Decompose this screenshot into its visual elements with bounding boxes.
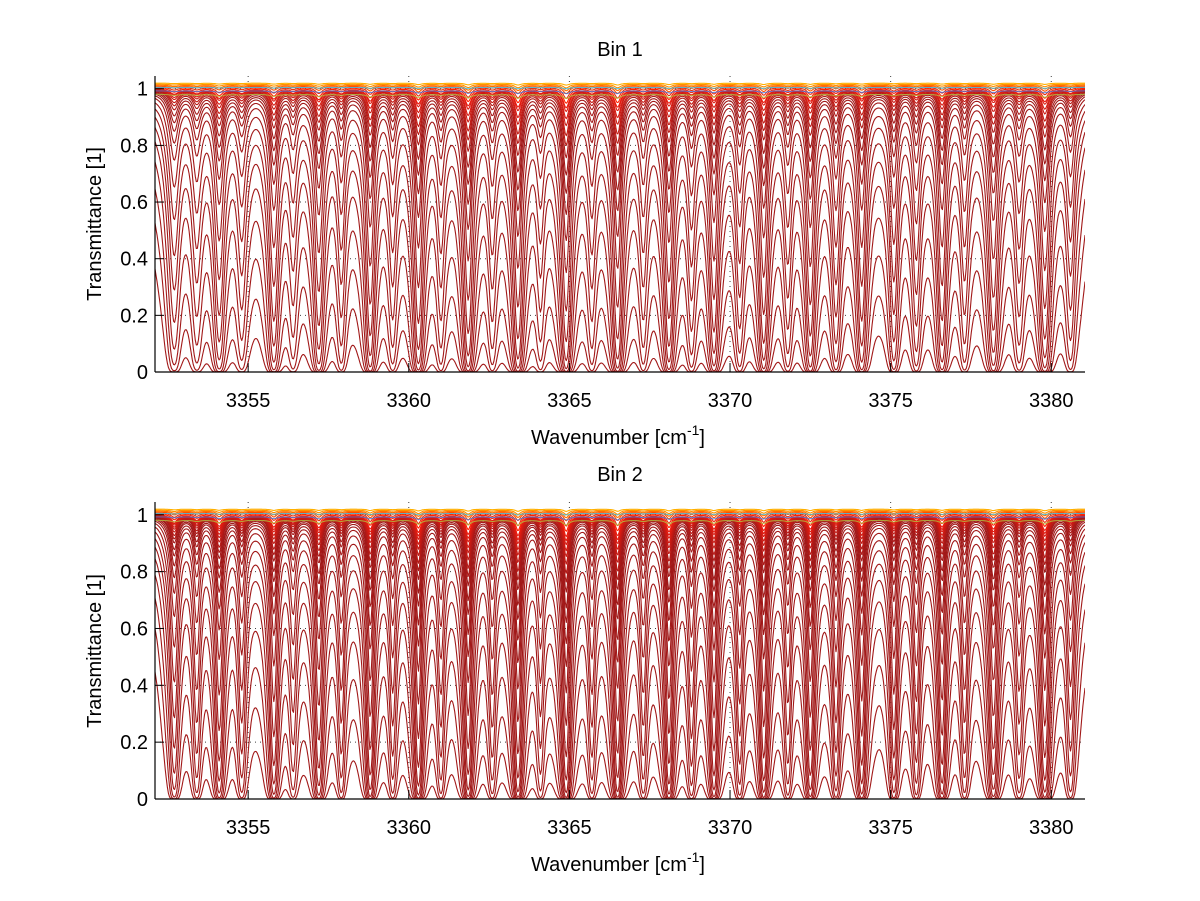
tick-labels: 3355 3360 3365 3370 3375 3380 0 0.2 0.4 0.6 0.8 1	[120, 505, 1073, 839]
y-tick-label: 1	[137, 79, 148, 101]
series-line-16	[155, 516, 1085, 609]
series-line-17	[155, 95, 1085, 242]
x-axis-label-main: Wavenumber [cm	[531, 854, 687, 876]
x-tick-label: 3355	[226, 390, 271, 412]
series-line-19	[155, 102, 1085, 312]
x-tick-label: 3370	[708, 390, 753, 412]
y-tick-label: 0.2	[120, 732, 148, 754]
series-line-20	[155, 108, 1085, 343]
series-line-6	[155, 87, 1085, 104]
y-tick-label: 0.6	[120, 192, 148, 214]
x-tick-label: 3360	[387, 817, 432, 839]
x-axis-label: Wavenumber [cm-1]	[531, 849, 705, 876]
series-line-22	[155, 526, 1085, 758]
y-tick-label: 0	[137, 362, 148, 384]
series-line-18	[155, 518, 1085, 645]
axes-bin-2: Bin 2 3355 3360 3365 3370 3375 3380 0 0.2 0.4 0.6…	[84, 464, 1085, 876]
x-tick-label: 3360	[387, 390, 432, 412]
y-tick-label: 0	[137, 789, 148, 811]
series-line-2	[155, 509, 1085, 516]
tick-labels: 3355 3360 3365 3370 3375 3380 0 0.2 0.4 0.6 0.8 1	[120, 79, 1073, 412]
y-tick-label: 1	[137, 505, 148, 527]
y-tick-label: 0.2	[120, 305, 148, 327]
series-line-25	[155, 546, 1085, 799]
series-group	[155, 508, 1085, 799]
x-axis-label-superscript: -1	[687, 422, 700, 438]
x-tick-label: 3365	[547, 817, 592, 839]
series-line-18	[155, 97, 1085, 274]
chart-title: Bin 1	[597, 39, 643, 61]
x-axis-label-main: Wavenumber [cm	[531, 427, 687, 449]
series-line-27	[155, 268, 1085, 372]
series-accent-line	[155, 86, 1085, 90]
series-line-10	[155, 89, 1085, 127]
series-line-28	[155, 597, 1085, 799]
series-line-23	[155, 531, 1085, 781]
x-tick-label: 3355	[226, 817, 271, 839]
series-accent-line	[155, 512, 1085, 516]
series-line-16	[155, 93, 1085, 215]
x-axis-label: Wavenumber [cm-1]	[531, 422, 705, 449]
series-line-20	[155, 520, 1085, 694]
x-tick-label: 3380	[1029, 390, 1074, 412]
series-line-15	[155, 92, 1085, 194]
series-line-6	[155, 513, 1085, 532]
series-line-1	[155, 508, 1085, 512]
y-tick-label: 0.4	[120, 675, 148, 697]
series-line-26	[155, 222, 1085, 372]
y-axis-label: Transmittance [1]	[84, 147, 106, 301]
x-axis-label-suffix: ]	[699, 854, 705, 876]
series-group	[155, 82, 1085, 372]
y-axis-label: Transmittance [1]	[84, 574, 106, 728]
x-tick-label: 3380	[1029, 817, 1074, 839]
x-tick-label: 3375	[868, 817, 913, 839]
ticks	[154, 76, 1085, 373]
x-tick-label: 3375	[868, 390, 913, 412]
series-line-19	[155, 519, 1085, 667]
x-axis-label-superscript: -1	[687, 849, 700, 865]
series-line-2	[155, 83, 1085, 89]
x-tick-label: 3370	[708, 817, 753, 839]
y-tick-label: 0.4	[120, 249, 148, 271]
x-tick-label: 3365	[547, 390, 592, 412]
y-tick-label: 0.8	[120, 562, 148, 584]
series-line-21	[155, 116, 1085, 362]
series-accent-line	[155, 516, 1085, 521]
series-line-3	[155, 510, 1085, 519]
chart-title: Bin 2	[597, 464, 643, 486]
series-accent-line	[155, 90, 1085, 95]
y-tick-label: 0.8	[120, 135, 148, 157]
series-line-14	[155, 91, 1085, 176]
axes-bin-1: Bin 1 3355 3360 3365 3370 3375 3380 0 0.2 0.4 0.6…	[84, 39, 1085, 449]
series-line-11	[155, 89, 1085, 137]
series-accent-line	[155, 519, 1085, 526]
series-line-23	[155, 141, 1085, 372]
series-line-13	[155, 515, 1085, 574]
series-line-21	[155, 523, 1085, 726]
y-tick-label: 0.6	[120, 618, 148, 640]
series-line-22	[155, 127, 1085, 370]
series-line-1	[155, 82, 1085, 86]
series-line-13	[155, 90, 1085, 159]
series-line-30	[155, 671, 1085, 799]
series-line-25	[155, 188, 1085, 372]
series-line-4	[155, 511, 1085, 522]
series-line-29	[155, 628, 1085, 799]
series-line-14	[155, 515, 1085, 583]
series-line-26	[155, 558, 1085, 799]
series-line-17	[155, 517, 1085, 624]
series-line-24	[155, 538, 1085, 794]
ticks	[154, 502, 1085, 800]
x-axis-label-suffix: ]	[699, 427, 705, 449]
series-accent-line	[155, 93, 1085, 100]
series-line-3	[155, 84, 1085, 92]
